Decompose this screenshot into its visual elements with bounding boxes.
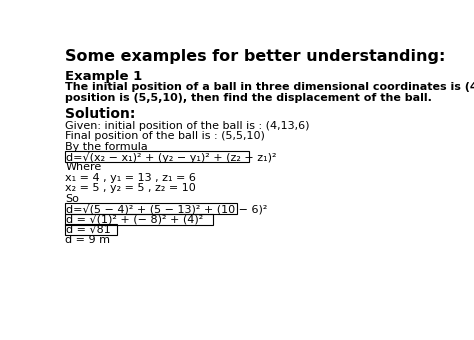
Bar bbox=[64, 224, 118, 235]
Text: d = √81: d = √81 bbox=[66, 225, 111, 235]
Text: position is (5,5,10), then find the displacement of the ball.: position is (5,5,10), then find the disp… bbox=[65, 93, 432, 103]
Bar bbox=[64, 151, 249, 163]
Text: By the formula: By the formula bbox=[65, 142, 148, 152]
Text: x₂ = 5 , y₂ = 5 , z₂ = 10: x₂ = 5 , y₂ = 5 , z₂ = 10 bbox=[65, 183, 196, 193]
Text: Where: Where bbox=[65, 163, 102, 172]
Text: d=√(x₂ − x₁)² + (y₂ − y₁)² + (z₂ − z₁)²: d=√(x₂ − x₁)² + (y₂ − y₁)² + (z₂ − z₁)² bbox=[66, 152, 277, 163]
Text: Example 1: Example 1 bbox=[65, 70, 143, 83]
Text: d = 9 m: d = 9 m bbox=[65, 235, 110, 245]
Text: Final position of the ball is : (5,5,10): Final position of the ball is : (5,5,10) bbox=[65, 131, 265, 141]
Text: Some examples for better understanding:: Some examples for better understanding: bbox=[65, 49, 446, 64]
Text: The initial position of a ball in three dimensional coordinates is (4,13,6) and : The initial position of a ball in three … bbox=[65, 82, 474, 92]
Bar bbox=[64, 214, 213, 225]
Text: So: So bbox=[65, 194, 79, 204]
Text: Solution:: Solution: bbox=[65, 107, 136, 121]
Text: d=√(5 − 4)² + (5 − 13)² + (10 − 6)²: d=√(5 − 4)² + (5 − 13)² + (10 − 6)² bbox=[66, 204, 268, 215]
Bar bbox=[64, 203, 237, 215]
Text: Given: initial position of the ball is : (4,13,6): Given: initial position of the ball is :… bbox=[65, 121, 310, 131]
Text: d = √(1)² + (− 8)² + (4)²: d = √(1)² + (− 8)² + (4)² bbox=[66, 215, 203, 225]
Text: x₁ = 4 , y₁ = 13 , z₁ = 6: x₁ = 4 , y₁ = 13 , z₁ = 6 bbox=[65, 173, 196, 183]
